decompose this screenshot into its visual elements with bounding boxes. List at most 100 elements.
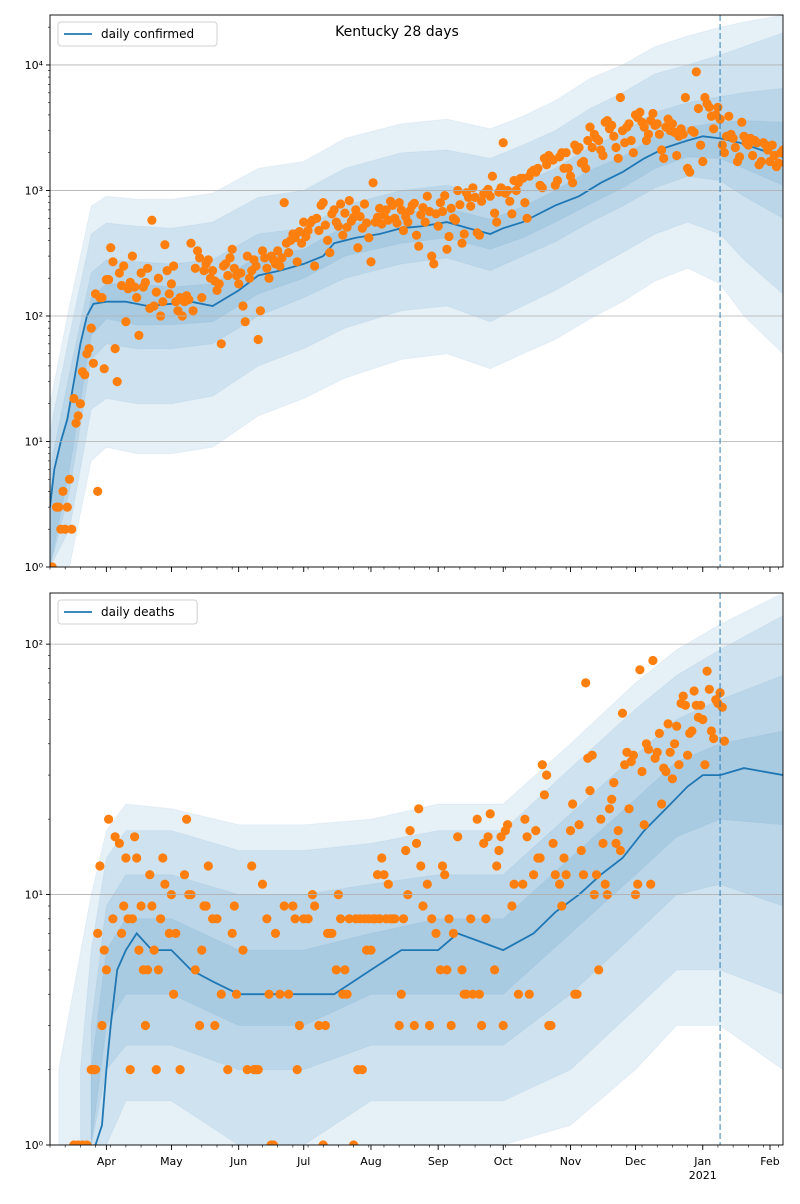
- data-point: [136, 268, 146, 278]
- data-point: [494, 845, 504, 856]
- data-point: [104, 275, 114, 285]
- data-point: [422, 191, 432, 201]
- data-point: [437, 861, 448, 871]
- x-tick-label: Dec: [625, 1155, 646, 1168]
- data-point: [331, 965, 341, 975]
- data-point: [160, 240, 170, 250]
- data-point: [140, 1020, 150, 1031]
- data-point: [288, 901, 298, 911]
- data-point: [585, 122, 595, 132]
- data-point: [121, 317, 131, 327]
- data-point: [498, 138, 508, 148]
- data-point: [680, 700, 691, 710]
- data-point: [665, 747, 675, 757]
- data-point: [414, 241, 424, 251]
- data-point: [95, 861, 105, 871]
- data-point: [459, 229, 469, 239]
- data-point: [552, 175, 563, 186]
- data-point: [323, 235, 333, 245]
- data-point: [474, 230, 484, 240]
- data-point: [635, 107, 645, 117]
- data-point: [333, 221, 343, 231]
- data-point: [368, 178, 378, 188]
- data-point: [591, 870, 602, 880]
- data-point: [709, 124, 719, 134]
- data-point: [58, 486, 68, 496]
- data-point: [611, 142, 621, 153]
- data-point: [169, 261, 179, 271]
- data-point: [719, 148, 730, 158]
- data-point: [735, 152, 745, 162]
- data-point: [698, 156, 708, 167]
- data-point: [264, 273, 274, 283]
- data-point: [661, 766, 671, 777]
- data-point: [713, 102, 723, 112]
- data-point: [310, 261, 320, 271]
- x-tick-label: Jun: [229, 1155, 247, 1168]
- data-point: [190, 263, 200, 273]
- data-point: [652, 747, 662, 757]
- data-point: [344, 196, 354, 206]
- data-point: [238, 945, 248, 955]
- data-point: [136, 901, 146, 911]
- data-point: [609, 131, 619, 141]
- data-point: [318, 198, 328, 208]
- data-point: [184, 295, 194, 305]
- data-point: [596, 814, 606, 824]
- data-point: [581, 163, 591, 173]
- data-point: [615, 92, 626, 103]
- data-point: [444, 231, 454, 242]
- data-point: [453, 832, 463, 842]
- data-point: [479, 838, 489, 849]
- data-point: [60, 524, 70, 534]
- data-point: [318, 1140, 328, 1145]
- data-point: [294, 1020, 304, 1031]
- data-point: [485, 809, 495, 819]
- data-point: [104, 814, 114, 824]
- data-point: [292, 257, 302, 267]
- data-point: [635, 665, 645, 675]
- data-point: [613, 826, 623, 836]
- data-point: [164, 928, 174, 939]
- data-point: [643, 129, 654, 139]
- data-point: [303, 225, 313, 236]
- data-point: [130, 832, 140, 842]
- data-point: [477, 196, 487, 206]
- data-point: [409, 1020, 419, 1031]
- data-point: [539, 790, 550, 800]
- data-point: [229, 901, 239, 911]
- data-point: [394, 198, 404, 208]
- data-point: [442, 244, 452, 254]
- data-point: [212, 914, 222, 924]
- data-point: [548, 838, 558, 849]
- data-point: [446, 1020, 456, 1031]
- x-tick-label: Aug: [360, 1155, 381, 1168]
- data-point: [75, 399, 85, 409]
- data-point: [628, 148, 639, 158]
- data-point: [598, 150, 608, 161]
- data-point: [427, 251, 437, 261]
- data-point: [195, 253, 205, 263]
- x-tick-label: Jul: [296, 1155, 310, 1168]
- data-point: [208, 266, 218, 276]
- y-tick-label: 10⁰: [25, 1139, 44, 1152]
- data-point: [158, 297, 168, 307]
- data-point: [678, 129, 688, 139]
- data-point: [767, 140, 777, 150]
- data-point: [93, 928, 103, 939]
- data-point: [696, 700, 706, 710]
- data-point: [466, 914, 476, 924]
- data-point: [693, 103, 704, 114]
- data-point: [639, 122, 649, 132]
- data-point: [132, 853, 142, 863]
- data-point: [125, 1065, 135, 1075]
- data-point: [223, 270, 233, 281]
- data-point: [409, 198, 419, 208]
- data-point: [320, 1020, 330, 1031]
- data-point: [490, 965, 500, 975]
- data-point: [574, 820, 584, 830]
- data-point: [262, 914, 272, 924]
- data-point: [507, 209, 517, 219]
- data-point: [86, 323, 96, 333]
- data-point: [244, 273, 255, 283]
